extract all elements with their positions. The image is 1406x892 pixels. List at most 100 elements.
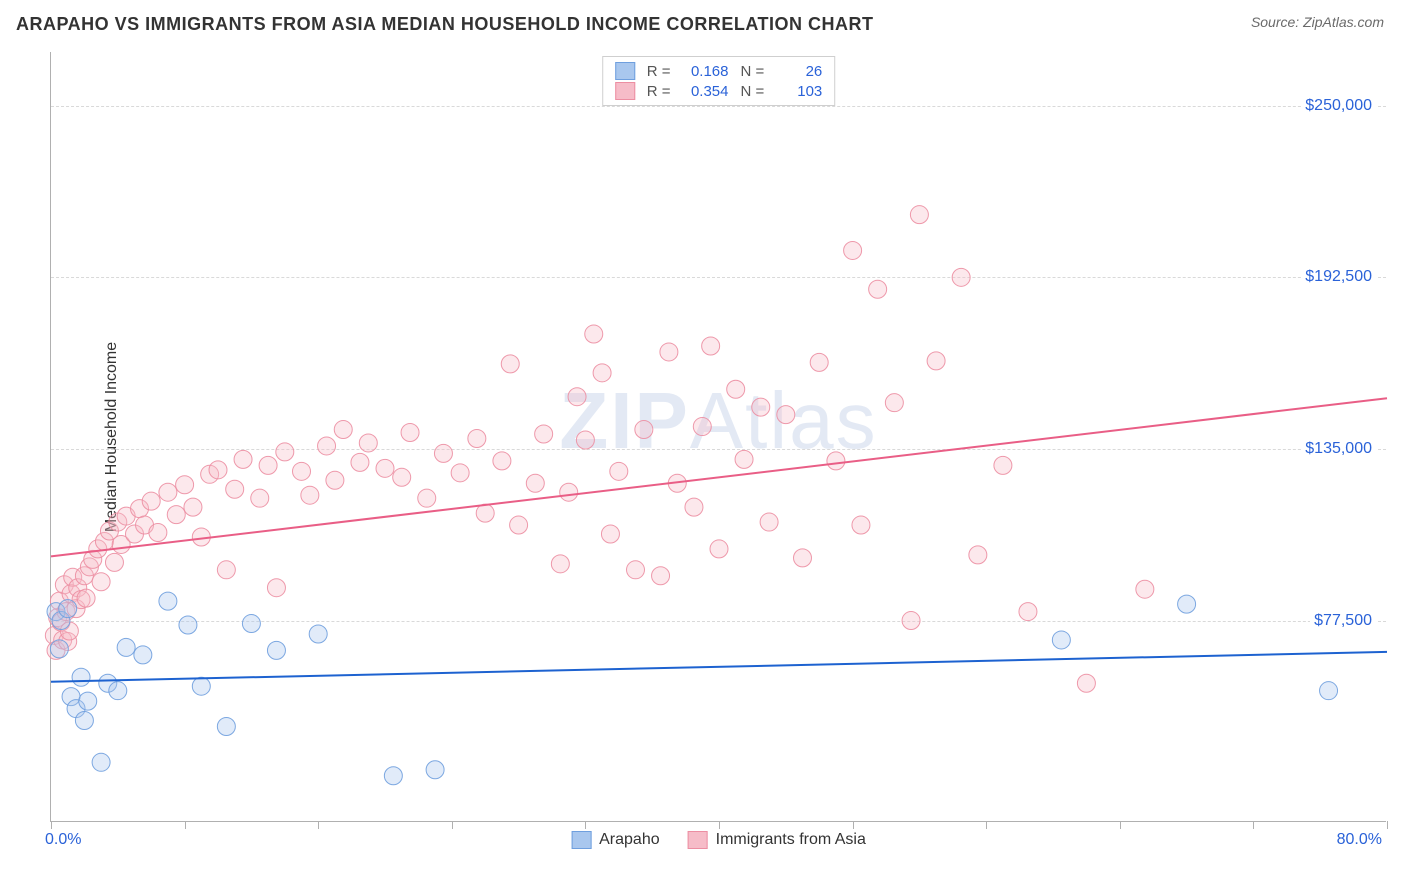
data-point	[869, 280, 887, 298]
data-point	[1136, 580, 1154, 598]
data-point	[927, 352, 945, 370]
data-point	[77, 589, 95, 607]
data-point	[334, 421, 352, 439]
data-point	[301, 486, 319, 504]
series-legend: Arapaho Immigrants from Asia	[571, 831, 866, 849]
x-tick-mark	[185, 821, 186, 829]
x-tick-mark	[452, 821, 453, 829]
source-prefix: Source:	[1251, 14, 1303, 30]
data-point	[493, 452, 511, 470]
legend-item-asia: Immigrants from Asia	[688, 831, 866, 849]
legend-row-arapaho: R = 0.168 N = 26	[615, 61, 823, 81]
data-point	[142, 492, 160, 510]
x-tick-mark	[51, 821, 52, 829]
data-point	[451, 464, 469, 482]
x-min-label: 0.0%	[45, 831, 81, 849]
data-point	[217, 717, 235, 735]
n-value-asia: 103	[772, 83, 822, 100]
data-point	[72, 668, 90, 686]
data-point	[293, 462, 311, 480]
data-point	[384, 767, 402, 785]
data-point	[735, 450, 753, 468]
chart-header: ARAPAHO VS IMMIGRANTS FROM ASIA MEDIAN H…	[0, 0, 1406, 41]
data-point	[560, 483, 578, 501]
r-value-asia: 0.354	[679, 83, 729, 100]
data-point	[401, 424, 419, 442]
trend-line	[51, 652, 1387, 682]
legend-label-asia: Immigrants from Asia	[716, 831, 866, 849]
x-tick-mark	[1253, 821, 1254, 829]
data-point	[426, 761, 444, 779]
data-point	[652, 567, 670, 585]
r-label: R =	[647, 63, 671, 80]
data-point	[117, 638, 135, 656]
correlation-legend: R = 0.168 N = 26 R = 0.354 N = 103	[602, 56, 836, 106]
data-point	[351, 453, 369, 471]
x-tick-mark	[585, 821, 586, 829]
legend-label-arapaho: Arapaho	[599, 831, 660, 849]
x-tick-mark	[1387, 821, 1388, 829]
data-point	[234, 450, 252, 468]
data-point	[50, 640, 68, 658]
data-point	[184, 498, 202, 516]
data-point	[92, 573, 110, 591]
data-point	[952, 268, 970, 286]
data-point	[510, 516, 528, 534]
data-point	[167, 506, 185, 524]
data-point	[585, 325, 603, 343]
data-point	[79, 692, 97, 710]
data-point	[318, 437, 336, 455]
n-label: N =	[741, 63, 765, 80]
data-point	[627, 561, 645, 579]
legend-row-asia: R = 0.354 N = 103	[615, 81, 823, 101]
data-point	[1077, 674, 1095, 692]
data-point	[209, 461, 227, 479]
data-point	[179, 616, 197, 634]
source-name: ZipAtlas.com	[1303, 14, 1384, 30]
data-point	[468, 429, 486, 447]
data-point	[702, 337, 720, 355]
data-point	[601, 525, 619, 543]
swatch-asia	[688, 831, 708, 849]
data-point	[710, 540, 728, 558]
data-point	[610, 462, 628, 480]
data-point	[434, 444, 452, 462]
data-point	[217, 561, 235, 579]
data-point	[1178, 595, 1196, 613]
swatch-arapaho	[571, 831, 591, 849]
x-tick-mark	[986, 821, 987, 829]
data-point	[660, 343, 678, 361]
data-point	[794, 549, 812, 567]
data-point	[267, 579, 285, 597]
data-point	[176, 476, 194, 494]
r-value-arapaho: 0.168	[679, 63, 729, 80]
n-label: N =	[741, 83, 765, 100]
data-point	[359, 434, 377, 452]
data-point	[418, 489, 436, 507]
swatch-arapaho	[615, 62, 635, 80]
swatch-asia	[615, 82, 635, 100]
source-attribution: Source: ZipAtlas.com	[1251, 14, 1384, 30]
data-point	[226, 480, 244, 498]
data-point	[393, 468, 411, 486]
data-point	[535, 425, 553, 443]
data-point	[159, 592, 177, 610]
data-point	[259, 456, 277, 474]
data-point	[134, 646, 152, 664]
data-point	[844, 241, 862, 259]
data-point	[526, 474, 544, 492]
data-point	[760, 513, 778, 531]
data-point	[251, 489, 269, 507]
data-point	[576, 431, 594, 449]
data-point	[276, 443, 294, 461]
data-point	[752, 398, 770, 416]
data-point	[75, 712, 93, 730]
x-tick-mark	[719, 821, 720, 829]
data-point	[827, 452, 845, 470]
data-point	[192, 677, 210, 695]
data-point	[376, 459, 394, 477]
data-point	[59, 600, 77, 618]
chart-plot-area: ZIPAtlas Median Household Income $77,500…	[50, 52, 1386, 822]
data-point	[635, 421, 653, 439]
data-point	[159, 483, 177, 501]
